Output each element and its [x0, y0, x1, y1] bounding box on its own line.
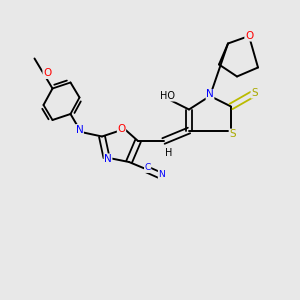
- Text: O: O: [245, 31, 253, 41]
- Text: O: O: [117, 124, 126, 134]
- Text: N: N: [104, 154, 112, 164]
- Text: C: C: [145, 164, 151, 172]
- Text: O: O: [43, 68, 51, 79]
- Text: N: N: [158, 170, 165, 179]
- Text: S: S: [229, 129, 236, 139]
- Text: S: S: [251, 88, 258, 98]
- Text: HO: HO: [160, 91, 175, 101]
- Text: H: H: [165, 148, 172, 158]
- Text: N: N: [76, 124, 83, 135]
- Text: N: N: [206, 89, 214, 100]
